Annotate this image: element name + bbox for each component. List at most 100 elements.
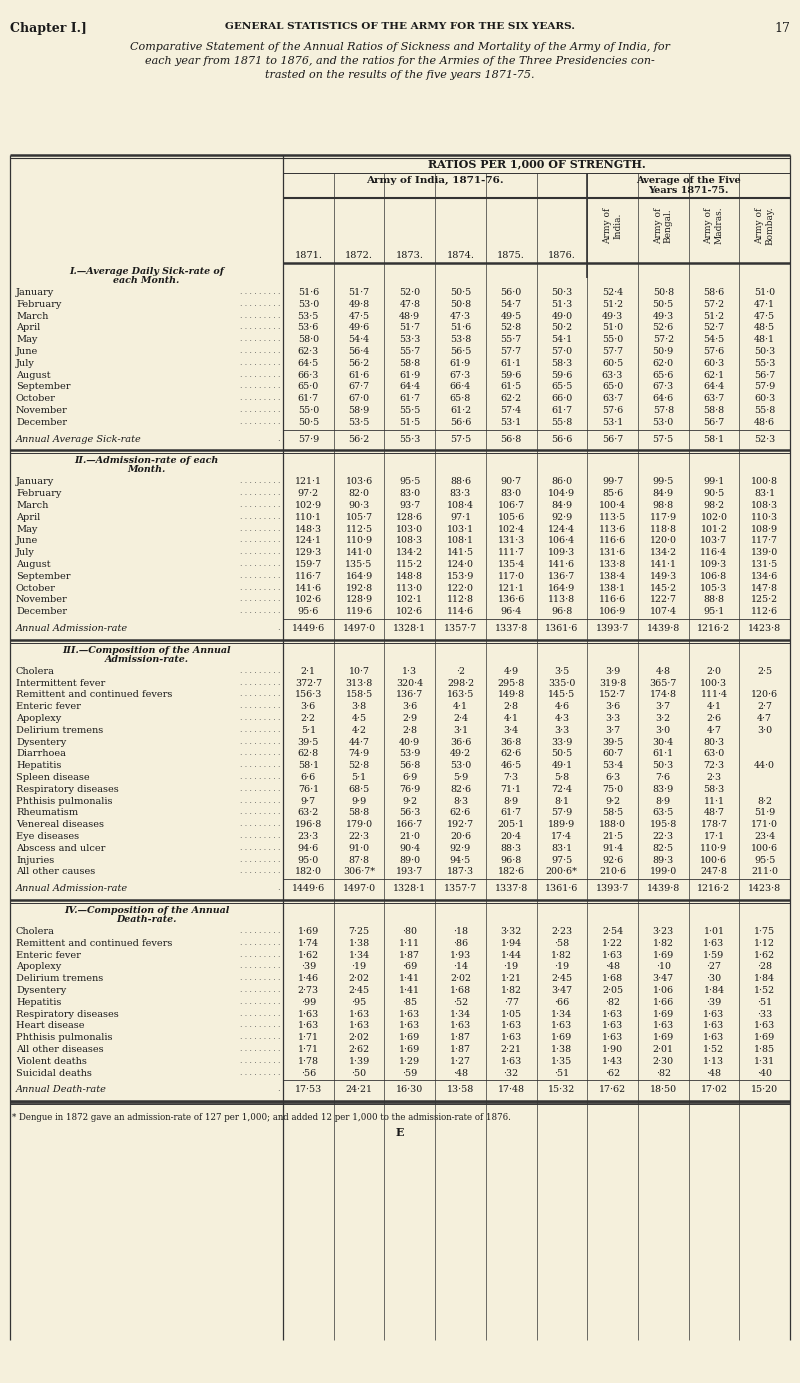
Text: 1·74: 1·74 [298, 939, 319, 947]
Text: 57·5: 57·5 [450, 434, 471, 444]
Text: 60·3: 60·3 [754, 394, 775, 404]
Text: October: October [16, 584, 56, 592]
Text: . . . . . . . . .: . . . . . . . . . [240, 927, 280, 935]
Text: 56·0: 56·0 [501, 288, 522, 297]
Text: 66·3: 66·3 [298, 371, 319, 379]
Text: 15·20: 15·20 [751, 1086, 778, 1094]
Text: 2·9: 2·9 [402, 714, 418, 723]
Text: 1·71: 1·71 [298, 1033, 319, 1043]
Text: 2·02: 2·02 [349, 974, 370, 983]
Text: 335·0: 335·0 [548, 679, 575, 687]
Text: 58·8: 58·8 [399, 358, 420, 368]
Text: 139·0: 139·0 [751, 548, 778, 557]
Text: Remittent and continued fevers: Remittent and continued fevers [16, 690, 172, 700]
Text: . . . . . . . . .: . . . . . . . . . [240, 1010, 280, 1018]
Text: 75·0: 75·0 [602, 784, 623, 794]
Text: 174·8: 174·8 [650, 690, 677, 700]
Text: 62·2: 62·2 [501, 394, 522, 404]
Text: 36·6: 36·6 [450, 737, 471, 747]
Text: 5·1: 5·1 [351, 773, 366, 781]
Text: 128·9: 128·9 [346, 596, 373, 604]
Text: 2·4: 2·4 [453, 714, 468, 723]
Text: 145·5: 145·5 [548, 690, 575, 700]
Text: 48·6: 48·6 [754, 418, 775, 427]
Text: ·66: ·66 [554, 997, 570, 1007]
Text: 9·2: 9·2 [605, 797, 620, 806]
Text: 61·2: 61·2 [450, 407, 471, 415]
Text: 182·0: 182·0 [295, 867, 322, 877]
Text: 2·45: 2·45 [349, 986, 370, 994]
Text: 100·6: 100·6 [751, 844, 778, 853]
Text: ·51: ·51 [554, 1069, 570, 1077]
Text: .: . [278, 884, 280, 892]
Text: 102·0: 102·0 [701, 513, 727, 521]
Text: 2·1: 2·1 [301, 667, 316, 676]
Text: 61·7: 61·7 [399, 394, 420, 404]
Text: 102·1: 102·1 [396, 596, 423, 604]
Text: 152·7: 152·7 [599, 690, 626, 700]
Text: Violent deaths: Violent deaths [16, 1057, 87, 1066]
Text: 53·6: 53·6 [298, 324, 319, 332]
Text: 60·7: 60·7 [602, 750, 623, 758]
Text: 187·3: 187·3 [447, 867, 474, 877]
Text: . . . . . . . . .: . . . . . . . . . [240, 714, 280, 722]
Text: 49·3: 49·3 [653, 311, 674, 321]
Text: . . . . . . . . .: . . . . . . . . . [240, 524, 280, 532]
Text: 50·8: 50·8 [450, 300, 471, 308]
Text: 115·2: 115·2 [396, 560, 423, 568]
Text: 6·3: 6·3 [605, 773, 620, 781]
Text: 2·30: 2·30 [653, 1057, 674, 1066]
Text: Delirium tremens: Delirium tremens [16, 726, 103, 734]
Text: 50·5: 50·5 [450, 288, 471, 297]
Text: 193·7: 193·7 [396, 867, 423, 877]
Text: 133·8: 133·8 [599, 560, 626, 568]
Text: 96·8: 96·8 [551, 607, 573, 617]
Text: 51·0: 51·0 [754, 288, 775, 297]
Text: . . . . . . . . .: . . . . . . . . . [240, 288, 280, 296]
Text: 1·63: 1·63 [703, 1010, 725, 1019]
Text: 129·3: 129·3 [294, 548, 322, 557]
Text: 122·7: 122·7 [650, 596, 677, 604]
Text: . . . . . . . . .: . . . . . . . . . [240, 737, 280, 745]
Text: 1·85: 1·85 [754, 1046, 775, 1054]
Text: 53·8: 53·8 [450, 335, 471, 344]
Text: 4·7: 4·7 [757, 714, 772, 723]
Text: . . . . . . . . .: . . . . . . . . . [240, 358, 280, 366]
Text: Phthisis pulmonalis: Phthisis pulmonalis [16, 1033, 113, 1043]
Text: December: December [16, 418, 67, 427]
Text: 2·8: 2·8 [504, 703, 518, 711]
Text: 57·2: 57·2 [703, 300, 725, 308]
Text: 1·52: 1·52 [754, 986, 775, 994]
Text: 62·0: 62·0 [653, 358, 674, 368]
Text: 1328·1: 1328·1 [393, 884, 426, 893]
Text: 83·3: 83·3 [450, 490, 471, 498]
Text: 59·6: 59·6 [551, 371, 573, 379]
Text: 17·48: 17·48 [498, 1086, 525, 1094]
Text: Annual Average Sick-rate: Annual Average Sick-rate [16, 434, 142, 444]
Text: 4·1: 4·1 [504, 714, 518, 723]
Text: 108·1: 108·1 [447, 537, 474, 545]
Text: Annual Admission-rate: Annual Admission-rate [16, 884, 128, 893]
Text: Annual Admission-rate: Annual Admission-rate [16, 624, 128, 633]
Text: 57·6: 57·6 [703, 347, 725, 355]
Text: 48·7: 48·7 [703, 809, 725, 817]
Text: 15·32: 15·32 [548, 1086, 575, 1094]
Text: 5·1: 5·1 [301, 726, 316, 734]
Text: 57·4: 57·4 [501, 407, 522, 415]
Text: 1439·8: 1439·8 [646, 884, 680, 893]
Text: . . . . . . . . .: . . . . . . . . . [240, 537, 280, 545]
Text: 124·4: 124·4 [548, 524, 575, 534]
Text: 64·4: 64·4 [399, 383, 420, 391]
Text: 159·7: 159·7 [294, 560, 322, 568]
Text: 55·0: 55·0 [298, 407, 319, 415]
Text: 67·0: 67·0 [349, 394, 370, 404]
Text: Abscess and ulcer: Abscess and ulcer [16, 844, 106, 853]
Text: 1·62: 1·62 [754, 950, 775, 960]
Text: 58·1: 58·1 [298, 761, 319, 770]
Text: 97·2: 97·2 [298, 490, 319, 498]
Text: 1216·2: 1216·2 [698, 884, 730, 893]
Text: 4·1: 4·1 [453, 703, 468, 711]
Text: 3·3: 3·3 [605, 714, 620, 723]
Text: ·40: ·40 [757, 1069, 772, 1077]
Text: Annual Death-rate: Annual Death-rate [16, 1086, 107, 1094]
